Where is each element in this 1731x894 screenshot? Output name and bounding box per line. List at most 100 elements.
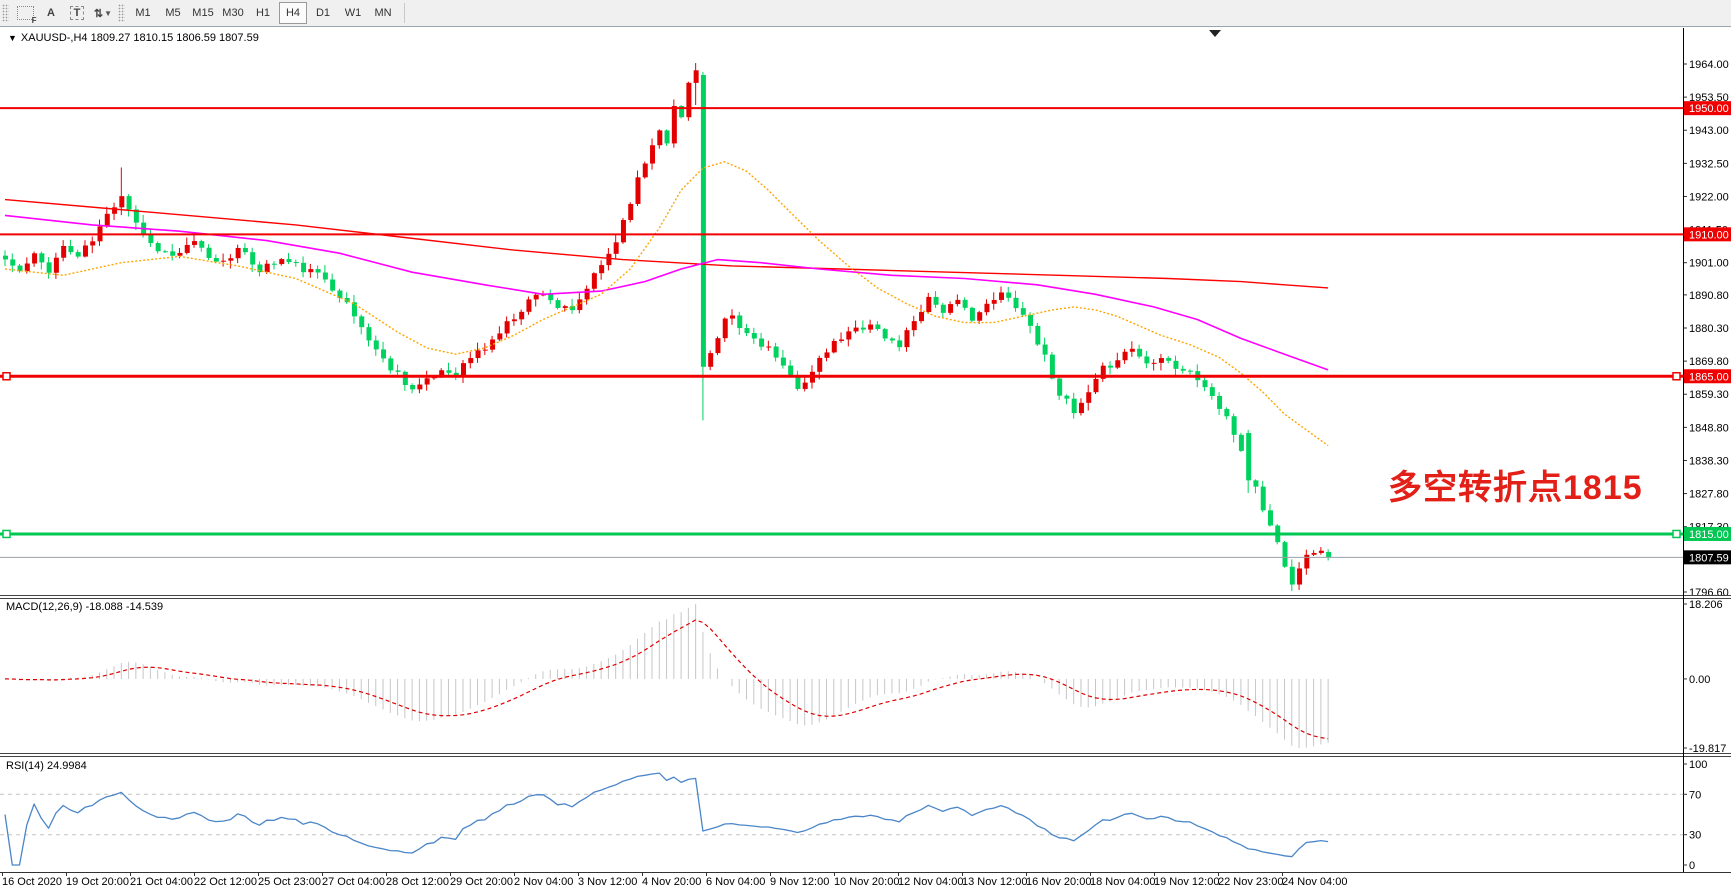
price-level-badge-text: 1807.59 (1689, 552, 1729, 564)
candle-body (591, 273, 597, 289)
chart-annotation-text[interactable]: 多空转折点1815 (1388, 469, 1643, 507)
time-tick-label: 2 Nov 04:00 (514, 876, 573, 888)
candle-body (948, 304, 954, 313)
ma-fast-orange (4, 161, 1329, 447)
time-tick-label: 9 Nov 12:00 (770, 876, 829, 888)
candle-body (112, 207, 118, 214)
candle-body (679, 105, 685, 118)
timeframe-button-m30[interactable]: M30 (222, 7, 244, 19)
candle-body (410, 385, 416, 390)
candle-body (926, 296, 932, 313)
candle-body (620, 220, 626, 243)
candle-body (824, 352, 830, 358)
candle-body (664, 130, 670, 144)
candle-body (10, 259, 16, 266)
candle-body (715, 338, 721, 354)
time-tick-label: 24 Nov 04:00 (1282, 876, 1347, 888)
price-tick-label: 1932.50 (1689, 158, 1729, 170)
price-tick-label: 1890.80 (1689, 290, 1729, 302)
price-level-badge-text: 1950.00 (1689, 103, 1729, 115)
candle-body (613, 242, 619, 254)
candle-body (126, 196, 132, 210)
candle-body (1144, 356, 1150, 364)
dropdown-caret-icon[interactable]: ▼ (104, 8, 113, 18)
candle-body (1326, 552, 1332, 558)
candle-body (1137, 348, 1143, 357)
rsi-axis-label: 30 (1689, 830, 1701, 842)
timeframe-button-m1[interactable]: M1 (135, 7, 151, 19)
candle-body (119, 196, 125, 208)
candle-body (1304, 554, 1310, 569)
candle-body (1115, 360, 1121, 368)
candle-body (344, 297, 350, 303)
candle-body (1289, 566, 1295, 585)
indicator-f-icon[interactable]: F (14, 3, 37, 25)
price-tick-label: 1827.80 (1689, 489, 1729, 501)
timeframe-button-m5[interactable]: M5 (165, 7, 181, 19)
candle-body (1013, 297, 1019, 309)
candle-body (1049, 354, 1055, 379)
symbol-collapse-icon[interactable]: ▼ (8, 33, 17, 43)
candle-body (235, 247, 241, 259)
chart-shift-marker-icon[interactable] (1209, 30, 1221, 37)
timeframe-button-h4[interactable]: H4 (279, 2, 307, 24)
hline-handle[interactable] (1672, 372, 1681, 381)
timeframe-button-w1[interactable]: W1 (344, 7, 362, 19)
candle-body (1202, 380, 1208, 388)
candle-body (75, 252, 81, 257)
candle-body (882, 329, 888, 339)
candle-body (184, 244, 190, 253)
candle-body (192, 241, 198, 245)
candle-body (1173, 360, 1179, 369)
toolbar-grip-2[interactable] (118, 4, 125, 22)
toolbar: F A T ⇅ ▼ M1 M5 M15 M30 H1 H4 D1 W1 MN (0, 0, 1731, 27)
candle-body (570, 306, 576, 311)
candle-body (584, 288, 590, 300)
hline-handle[interactable] (2, 529, 11, 539)
hline-handle[interactable] (1672, 529, 1681, 539)
text-a-icon[interactable]: A (47, 7, 55, 19)
candle-body (301, 262, 307, 273)
candle-body (1006, 292, 1012, 298)
chart-canvas[interactable]: 1964.001953.501943.001932.501922.001911.… (0, 27, 1731, 894)
candle-body (504, 321, 510, 334)
candle-body (366, 327, 372, 341)
candle-body (1129, 348, 1135, 352)
hline-handle[interactable] (2, 372, 11, 381)
candle-body (1093, 378, 1099, 393)
candle-body (395, 370, 401, 372)
candle-body (155, 243, 161, 252)
candle-body (1188, 370, 1194, 372)
timeframe-button-h1[interactable]: H1 (255, 7, 271, 19)
price-level-badge-text: 1910.00 (1689, 229, 1729, 241)
text-label-icon[interactable]: T (66, 3, 88, 23)
candle-body (1158, 358, 1164, 363)
cycle-arrows-icon[interactable]: ⇅ ▼ (93, 7, 113, 20)
rsi-axis-label: 0 (1689, 860, 1695, 872)
candle-body (875, 324, 881, 330)
candle-body (984, 303, 990, 313)
candle-body (279, 259, 285, 265)
candle-body (1297, 568, 1303, 585)
timeframe-button-d1[interactable]: D1 (315, 7, 331, 19)
chart-window[interactable]: ▼ XAUUSD-,H4 1809.27 1810.15 1806.59 1807… (0, 26, 1731, 894)
candle-body (904, 330, 910, 348)
candle-body (737, 315, 743, 329)
price-level-badge (1684, 550, 1731, 565)
time-tick-label: 18 Nov 04:00 (1090, 876, 1155, 888)
time-tick-label: 27 Oct 04:00 (322, 876, 385, 888)
candle-body (599, 265, 605, 274)
candle-body (802, 382, 808, 389)
toolbar-grip[interactable] (2, 4, 9, 22)
timeframe-button-mn[interactable]: MN (374, 7, 392, 19)
candle-body (1151, 362, 1157, 364)
candle-body (526, 299, 532, 312)
candle-body (962, 299, 968, 308)
candle-body (555, 300, 561, 308)
candle-body (170, 251, 176, 256)
timeframe-button-m15[interactable]: M15 (192, 7, 214, 19)
candle-body (32, 253, 38, 264)
price-level-badge-text: 1865.00 (1689, 371, 1729, 383)
candle-body (53, 257, 59, 273)
candle-body (1180, 368, 1186, 371)
